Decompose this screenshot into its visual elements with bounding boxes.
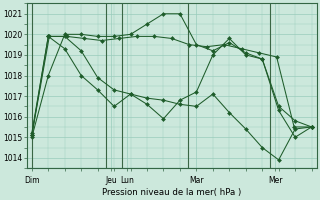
X-axis label: Pression niveau de la mer( hPa ): Pression niveau de la mer( hPa ) <box>102 188 241 197</box>
